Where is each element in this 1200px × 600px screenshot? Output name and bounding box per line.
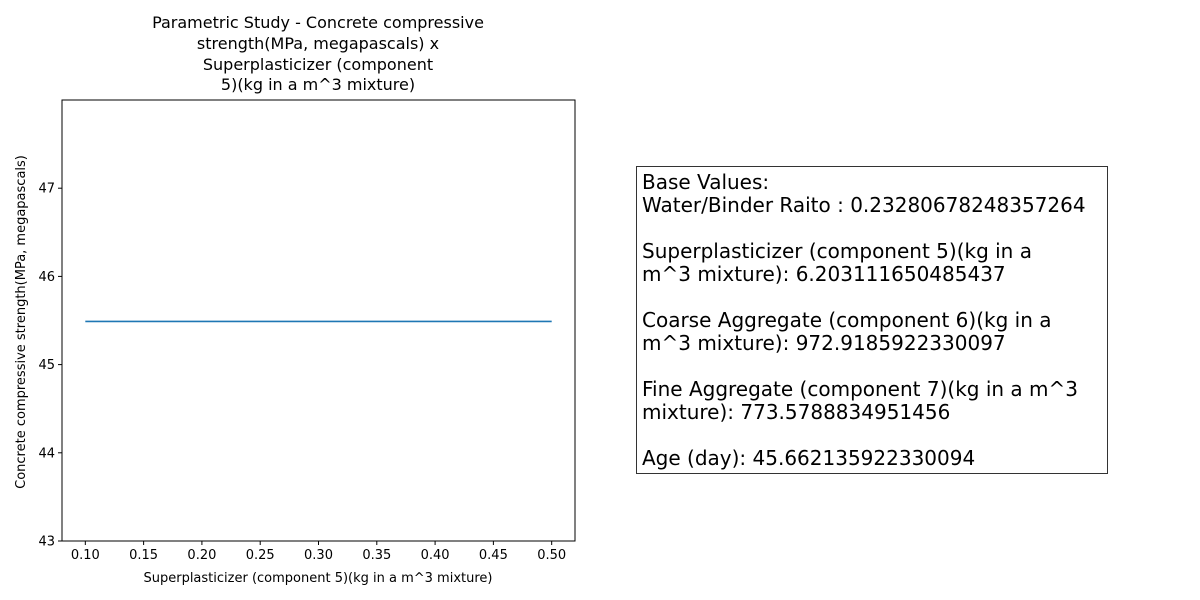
x-tick-label: 0.20 (187, 548, 216, 563)
base-value-line: Water/Binder Raito : 0.23280678248357264 (642, 193, 1086, 217)
spacer (642, 286, 1102, 309)
spacer (642, 355, 1102, 378)
base-value-line: Coarse Aggregate (component 6)(kg in a (642, 308, 1052, 332)
x-axis-ticks: 0.10 0.15 0.20 0.25 0.30 0.35 0.40 0.45 0.50 (71, 541, 566, 563)
x-tick-label: 0.45 (479, 548, 508, 563)
base-value-line: m^3 mixture): 6.203111650485437 (642, 262, 1006, 286)
base-values-box: Base Values: Water/Binder Raito : 0.2328… (636, 166, 1108, 474)
y-axis-ticks: 43 44 45 46 47 (38, 182, 62, 550)
y-tick-label: 46 (38, 270, 55, 285)
base-value-line: Age (day): 45.662135922330094 (642, 446, 976, 470)
x-axis-label: Superplasticizer (component 5)(kg in a m… (143, 571, 492, 586)
x-tick-label: 0.30 (304, 548, 333, 563)
x-tick-label: 0.25 (246, 548, 275, 563)
base-value-line: mixture): 773.5788834951456 (642, 400, 951, 424)
base-value-line: m^3 mixture): 972.9185922330097 (642, 331, 1006, 355)
chart-title-line: 5)(kg in a m^3 mixture) (220, 75, 416, 94)
x-tick-label: 0.10 (71, 548, 100, 563)
base-values-heading: Base Values: (642, 170, 770, 194)
chart-title-line: strength(MPa, megapascals) x (196, 34, 440, 53)
y-axis-label: Concrete compressive strength(MPa, megap… (14, 155, 29, 489)
x-tick-label: 0.35 (362, 548, 391, 563)
base-value-line: Fine Aggregate (component 7)(kg in a m^3 (642, 377, 1078, 401)
chart-title-line: Parametric Study - Concrete compressive (152, 13, 484, 32)
x-tick-label: 0.40 (421, 548, 450, 563)
plot-area (61, 99, 576, 542)
base-value-line: Superplasticizer (component 5)(kg in a (642, 239, 1032, 263)
y-tick-label: 43 (38, 535, 55, 550)
x-tick-label: 0.50 (537, 548, 566, 563)
spacer (642, 424, 1102, 447)
chart-title-line: Superplasticizer (component (202, 55, 434, 74)
y-tick-label: 45 (38, 358, 55, 373)
y-tick-label: 47 (38, 182, 55, 197)
x-tick-label: 0.15 (129, 548, 158, 563)
y-tick-label: 44 (38, 446, 55, 461)
spacer (642, 217, 1102, 240)
